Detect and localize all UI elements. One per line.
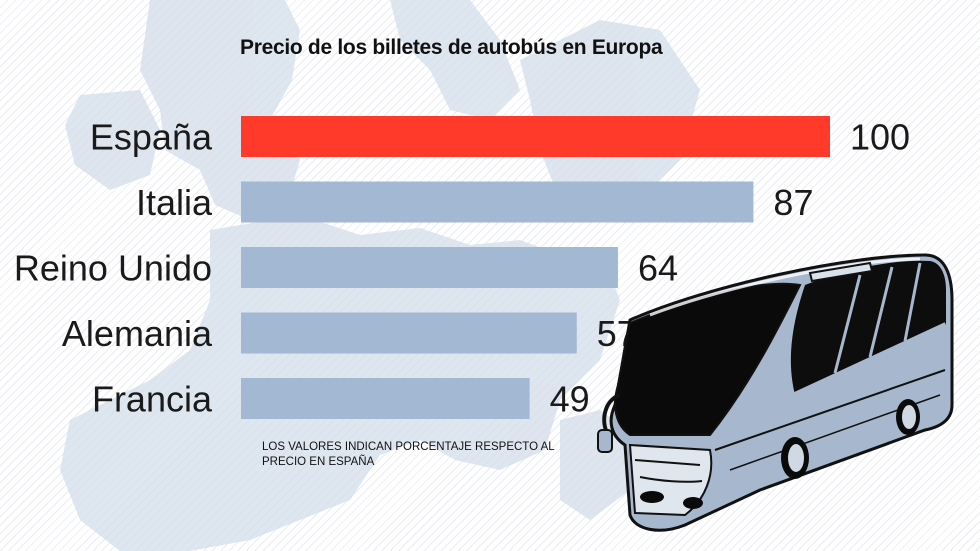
bar-0	[241, 116, 830, 157]
bar-3	[241, 312, 577, 354]
category-label: España	[90, 117, 213, 158]
category-label: Italia	[136, 182, 213, 223]
bar-4	[241, 378, 530, 419]
bus-icon	[597, 253, 954, 532]
category-label: Alemania	[62, 313, 213, 354]
value-label: 100	[850, 117, 910, 158]
bar-2	[241, 247, 618, 288]
category-label: Francia	[92, 379, 213, 420]
chart-note: Los valores indican porcentaje respecto …	[262, 441, 555, 468]
value-label: 49	[550, 379, 590, 420]
category-label: Reino Unido	[14, 248, 212, 289]
value-label: 64	[638, 248, 678, 289]
chart-title: Precio de los billetes de autobús en Eur…	[240, 36, 663, 59]
bar-1	[241, 181, 754, 223]
value-label: 87	[773, 182, 813, 223]
